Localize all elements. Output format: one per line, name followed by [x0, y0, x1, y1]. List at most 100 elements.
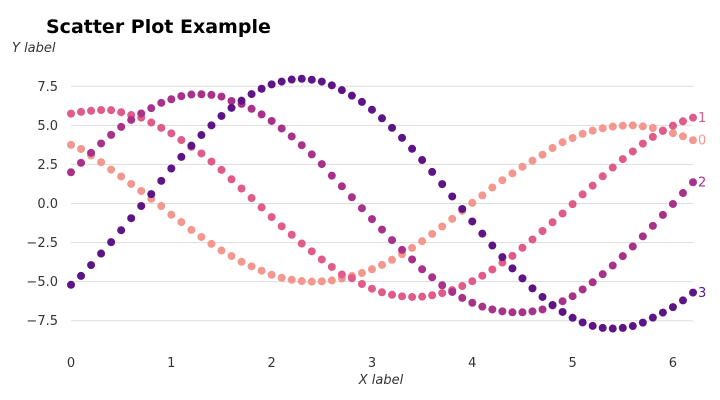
scatter-point-series-3: [418, 156, 427, 165]
scatter-point-series-1: [558, 209, 567, 218]
scatter-point-series-0: [618, 121, 627, 130]
scatter-point-series-1: [648, 132, 657, 141]
x-tick-label: 6: [669, 356, 677, 371]
scatter-point-series-3: [187, 141, 196, 150]
scatter-point-series-3: [628, 322, 637, 331]
scatter-point-series-0: [428, 229, 437, 238]
scatter-point-series-2: [307, 150, 316, 159]
scatter-point-series-1: [658, 126, 667, 135]
series-label-1: 1: [698, 111, 706, 126]
scatter-point-series-0: [67, 140, 75, 149]
y-tick-label: 5.0: [37, 119, 58, 134]
scatter-point-series-1: [107, 106, 116, 115]
scatter-point-series-3: [558, 307, 567, 316]
scatter-point-series-2: [448, 287, 457, 296]
scatter-point-series-2: [357, 204, 366, 213]
scatter-point-series-3: [227, 103, 236, 112]
scatter-point-series-2: [117, 122, 126, 131]
scatter-point-series-1: [478, 271, 487, 280]
scatter-point-series-3: [598, 323, 607, 332]
scatter-point-series-0: [598, 124, 607, 133]
scatter-point-series-0: [357, 269, 366, 278]
scatter-point-series-3: [77, 271, 86, 280]
scatter-point-series-2: [458, 293, 467, 302]
y-tick-label: −5.0: [26, 275, 58, 290]
scatter-point-series-3: [157, 176, 166, 185]
scatter-point-series-0: [638, 122, 647, 131]
scatter-point-series-1: [357, 280, 366, 289]
scatter-point-series-0: [187, 225, 196, 234]
scatter-point-series-2: [538, 305, 547, 314]
scatter-point-series-0: [588, 126, 597, 135]
scatter-point-series-2: [297, 141, 306, 150]
scatter-point-series-2: [317, 160, 326, 169]
scatter-point-series-1: [458, 282, 467, 291]
scatter-point-series-2: [267, 116, 276, 125]
scatter-point-series-2: [508, 308, 517, 317]
scatter-point-series-0: [177, 218, 186, 227]
scatter-point-series-2: [107, 130, 116, 139]
scatter-point-series-2: [528, 307, 537, 316]
scatter-point-series-3: [448, 192, 457, 201]
scatter-point-series-1: [97, 106, 106, 115]
scatter-point-series-2: [347, 193, 356, 202]
scatter-point-series-2: [438, 281, 447, 290]
scatter-point-series-3: [568, 313, 577, 322]
scatter-point-series-0: [528, 156, 537, 165]
scatter-point-series-2: [478, 302, 487, 311]
scatter-point-series-1: [337, 270, 346, 279]
scatter-point-series-0: [388, 255, 397, 264]
scatter-point-series-0: [648, 123, 657, 132]
scatter-point-series-0: [327, 276, 336, 285]
scatter-point-series-1: [398, 292, 407, 301]
series-label-2: 2: [698, 176, 706, 191]
scatter-point-series-2: [157, 98, 166, 107]
scatter-point-series-1: [267, 213, 276, 222]
scatter-point-series-1: [518, 243, 527, 252]
scatter-point-series-3: [197, 131, 206, 140]
scatter-point-series-1: [167, 129, 176, 138]
scatter-point-series-3: [508, 264, 517, 273]
scatter-point-series-1: [207, 157, 216, 166]
scatter-point-series-0: [297, 277, 306, 286]
scatter-point-series-2: [97, 139, 106, 148]
scatter-point-series-0: [77, 144, 86, 153]
scatter-point-series-2: [378, 225, 386, 234]
scatter-point-series-3: [287, 75, 296, 84]
scatter-point-series-1: [538, 227, 547, 236]
scatter-point-series-2: [87, 148, 96, 157]
scatter-point-series-0: [438, 222, 447, 231]
scatter-point-series-0: [548, 144, 557, 153]
scatter-point-series-2: [568, 292, 577, 301]
scatter-point-series-3: [97, 249, 106, 258]
data-points: [67, 74, 697, 333]
scatter-point-series-2: [398, 245, 407, 254]
scatter-point-series-0: [267, 270, 276, 279]
scatter-point-series-0: [257, 266, 266, 275]
scatter-point-series-3: [378, 114, 386, 123]
scatter-point-series-1: [217, 165, 226, 174]
scatter-point-series-1: [498, 258, 507, 267]
scatter-point-series-0: [157, 202, 166, 211]
scatter-point-series-2: [137, 109, 146, 118]
scatter-point-series-1: [689, 113, 697, 122]
scatter-point-series-1: [628, 147, 637, 156]
scatter-point-series-3: [398, 133, 407, 142]
scatter-point-series-1: [177, 136, 186, 145]
scatter-point-series-2: [598, 270, 607, 279]
scatter-point-series-0: [247, 262, 256, 271]
scatter-point-series-3: [217, 111, 226, 120]
scatter-point-series-1: [638, 139, 647, 148]
scatter-point-series-3: [307, 75, 316, 84]
scatter-point-series-0: [367, 265, 376, 274]
scatter-point-series-1: [428, 291, 437, 300]
y-tick-label: −2.5: [26, 236, 58, 251]
scatter-point-series-0: [488, 183, 497, 192]
scatter-point-series-1: [117, 108, 126, 117]
scatter-point-series-3: [87, 261, 96, 270]
scatter-point-series-0: [127, 179, 136, 188]
x-axis-label: X label: [358, 373, 404, 388]
scatter-point-series-2: [247, 104, 256, 113]
scatter-point-series-2: [67, 168, 75, 177]
scatter-point-series-1: [297, 239, 306, 248]
